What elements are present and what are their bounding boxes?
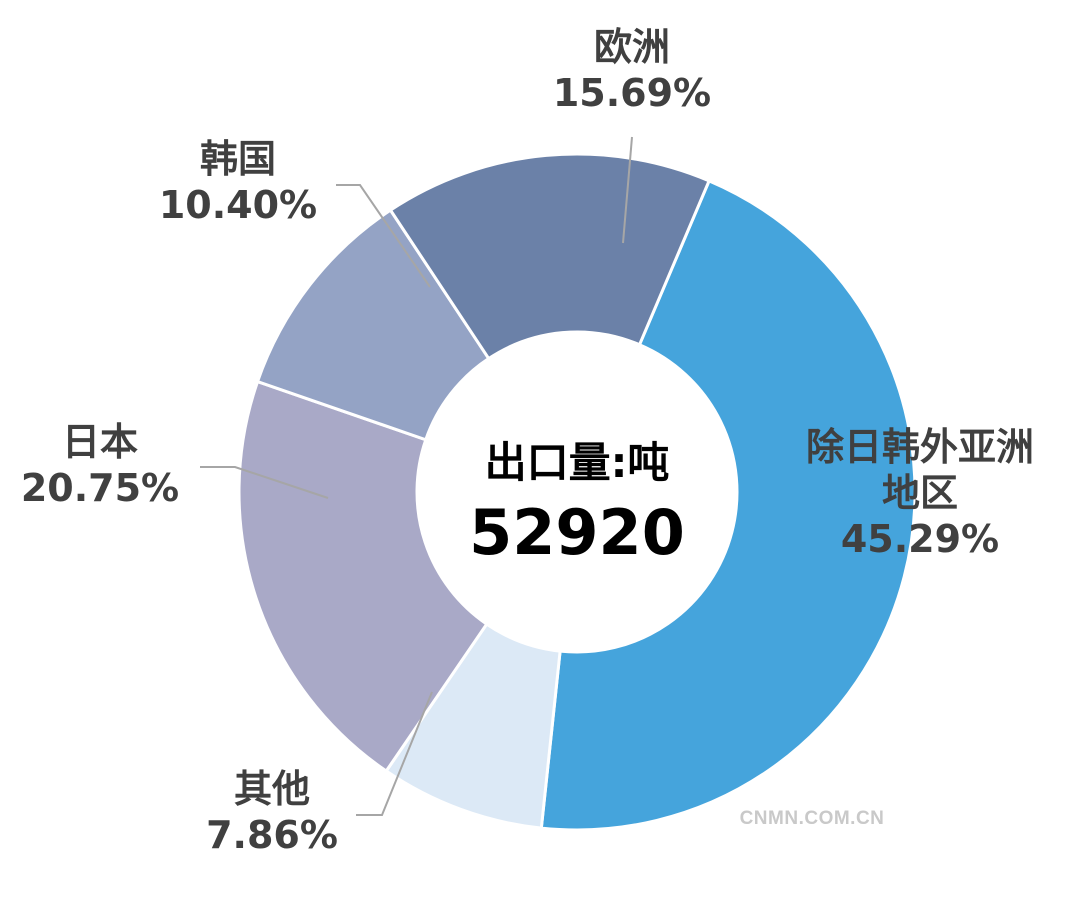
- slice-category-label: 地区: [882, 471, 958, 515]
- leader-line: [622, 136, 633, 244]
- slice-category-label: 其他: [234, 767, 310, 811]
- slice-percent-label: 45.29%: [841, 517, 999, 561]
- slice-category-label: 欧洲: [594, 25, 670, 69]
- slice-percent-label: 7.86%: [206, 813, 338, 857]
- donut-slice: [388, 152, 712, 361]
- donut-slice: [255, 208, 491, 442]
- center-label: 出口量:吨: [485, 438, 670, 487]
- slice-percent-label: 15.69%: [553, 71, 711, 115]
- slice-category-label: 韩国: [200, 137, 276, 181]
- watermark-text: CNMN.COM.CN: [740, 808, 885, 829]
- donut-slice: [237, 379, 489, 774]
- center-value: 52920: [469, 496, 685, 569]
- leader-lines: [200, 136, 633, 816]
- slice-category-label: 日本: [62, 420, 138, 464]
- slice-percent-label: 10.40%: [159, 183, 317, 227]
- slice-percent-label: 20.75%: [21, 466, 179, 510]
- donut-slice: [539, 178, 917, 832]
- leader-line: [336, 184, 431, 288]
- leader-line: [356, 691, 433, 816]
- slice-category-label: 除日韩外亚洲: [806, 425, 1034, 469]
- donut-hole: [418, 333, 736, 651]
- donut-slices: [237, 152, 917, 832]
- leader-line: [200, 466, 329, 499]
